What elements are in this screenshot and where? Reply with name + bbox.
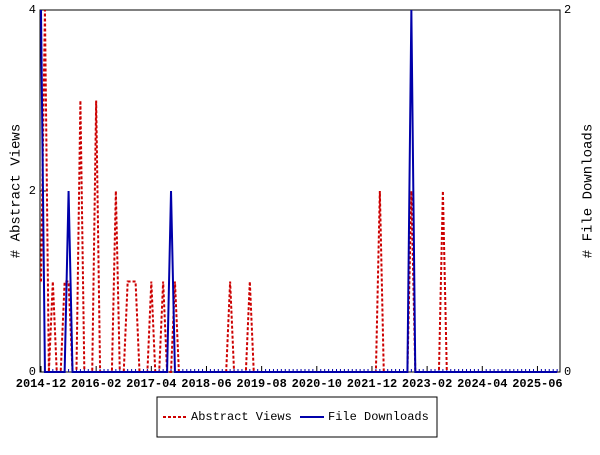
- x-tick-label: 2017-04: [126, 377, 176, 391]
- data-line: [40, 9, 558, 373]
- x-tick-label: 2025-06: [512, 377, 562, 391]
- data-line: [40, 9, 558, 373]
- y2-tick-label: 0: [564, 365, 571, 379]
- x-tick-label: 2014-12: [16, 377, 66, 391]
- x-tick-label: 2019-08: [236, 377, 286, 391]
- legend-box: [156, 396, 438, 438]
- x-tick-label: 2018-06: [181, 377, 231, 391]
- y-tick-label: 4: [29, 3, 36, 17]
- y-tick-label: 0: [29, 365, 36, 379]
- y2-axis-title: # File Downloads: [581, 124, 597, 258]
- y2-tick-label: 2: [564, 3, 571, 17]
- x-tick-label: 2024-04: [457, 377, 507, 391]
- y-tick-label: 2: [29, 184, 36, 198]
- y-axis-title: # Abstract Views: [9, 124, 25, 258]
- x-tick-label: 2016-02: [71, 377, 121, 391]
- legend-label: File Downloads: [328, 410, 429, 424]
- x-tick-label: 2021-12: [347, 377, 397, 391]
- x-tick-label: 2023-02: [402, 377, 452, 391]
- legend-label: Abstract Views: [191, 410, 292, 424]
- x-tick-label: 2020-10: [292, 377, 342, 391]
